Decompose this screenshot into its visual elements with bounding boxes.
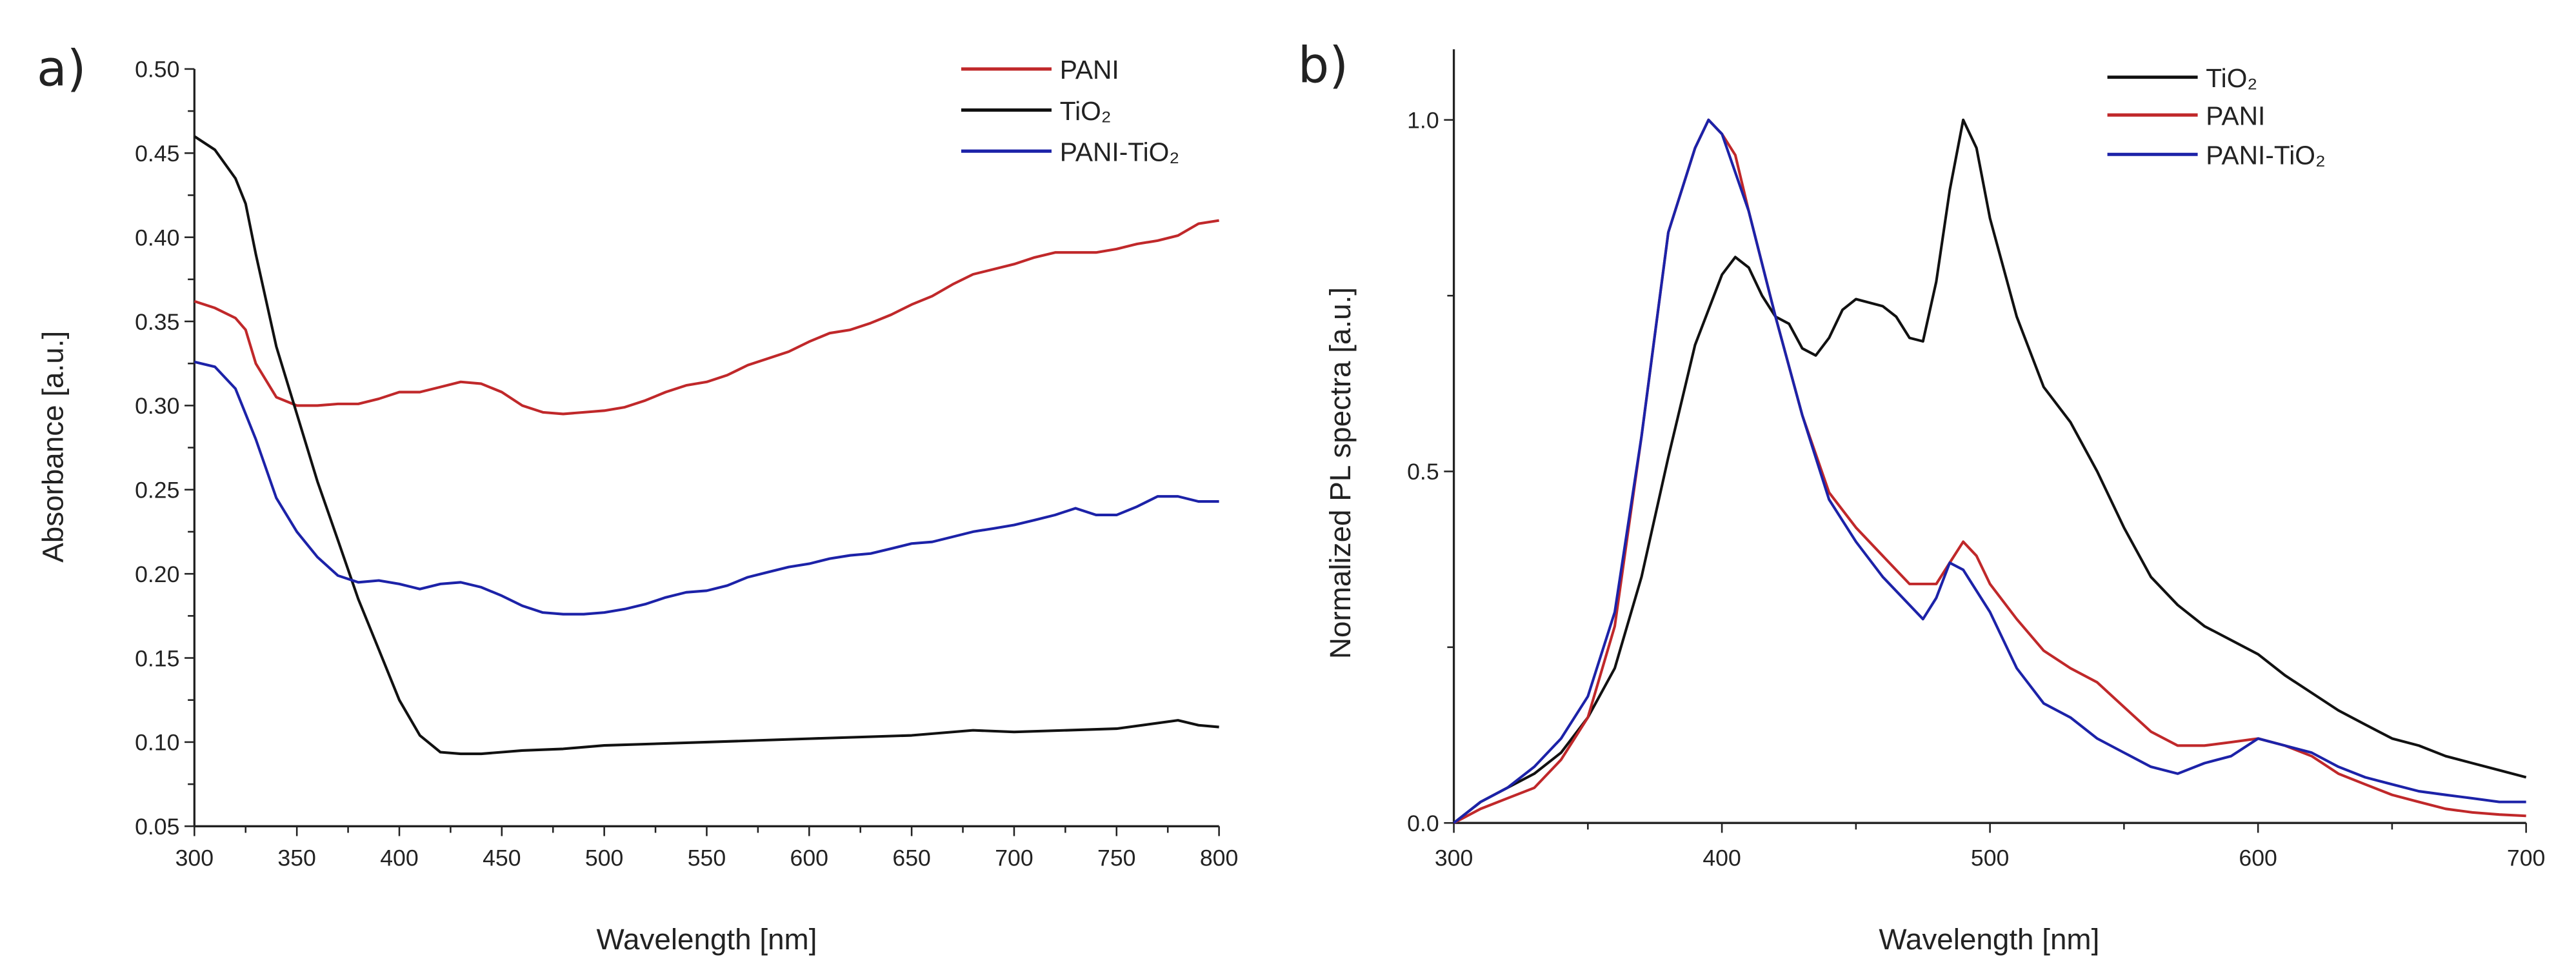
legend-label: PANI xyxy=(2206,101,2265,130)
y-tick-label: 0.25 xyxy=(135,478,179,503)
legend-label: TiO₂ xyxy=(1060,96,1112,126)
x-tick-label: 350 xyxy=(277,845,315,871)
panel-b-pl-chart: b) Wavelength [nm] Normalized PL spectra… xyxy=(1298,37,2546,956)
y-tick-label: 0.35 xyxy=(135,309,179,335)
x-tick-label: 600 xyxy=(2239,845,2277,871)
x-tick-label: 800 xyxy=(1200,845,1238,871)
x-tick-label: 550 xyxy=(688,845,726,871)
legend-label: PANI-TiO₂ xyxy=(1060,137,1179,167)
x-tick-label: 500 xyxy=(585,845,623,871)
y-axis-label-b: Normalized PL spectra [a.u.] xyxy=(1324,287,1357,659)
y-tick-label: 0.0 xyxy=(1407,811,1439,836)
series-line-pani-tio- xyxy=(1453,118,2526,824)
x-tick-label: 300 xyxy=(175,845,214,871)
x-tick-label: 400 xyxy=(380,845,418,871)
series-line-pani xyxy=(194,219,1219,416)
y-tick-label: 0.40 xyxy=(135,225,179,250)
y-tick-label: 1.0 xyxy=(1407,108,1439,134)
y-tick-label: 0.15 xyxy=(135,645,179,671)
x-tick-label: 400 xyxy=(1702,845,1741,871)
legend-label: TiO₂ xyxy=(2206,63,2257,93)
x-tick-label: 300 xyxy=(1435,845,1473,871)
y-tick-label: 0.50 xyxy=(135,57,179,83)
series-line-tio- xyxy=(1453,118,2527,824)
x-axis-label-b: Wavelength [nm] xyxy=(1879,923,2099,956)
legend-label: PANI-TiO₂ xyxy=(2206,141,2325,170)
x-tick-label: 650 xyxy=(892,845,930,871)
x-tick-label: 700 xyxy=(2507,845,2545,871)
series-line-tio- xyxy=(194,135,1219,756)
x-tick-label: 700 xyxy=(995,845,1033,871)
x-tick-label: 750 xyxy=(1097,845,1135,871)
y-axis-label-a: Absorbance [a.u.] xyxy=(37,331,70,563)
panel-a-absorbance-chart: a) Wavelength [nm] Absorbance [a.u.] 300… xyxy=(37,40,1239,956)
y-tick-label: 0.30 xyxy=(135,393,179,419)
x-tick-label: 500 xyxy=(1971,845,2009,871)
x-tick-label: 600 xyxy=(790,845,828,871)
x-axis-label-a: Wavelength [nm] xyxy=(596,923,817,956)
legend-label: PANI xyxy=(1060,55,1119,85)
panel-b-label: b) xyxy=(1298,37,1348,94)
y-tick-label: 0.45 xyxy=(135,141,179,167)
y-tick-label: 0.05 xyxy=(135,814,179,840)
y-tick-label: 0.20 xyxy=(135,561,179,587)
series-line-pani-tio- xyxy=(194,360,1219,616)
y-tick-label: 0.10 xyxy=(135,730,179,756)
x-tick-label: 450 xyxy=(483,845,521,871)
panel-a-label: a) xyxy=(37,40,86,97)
series-line-pani xyxy=(1453,118,2526,824)
y-tick-label: 0.5 xyxy=(1407,459,1439,485)
